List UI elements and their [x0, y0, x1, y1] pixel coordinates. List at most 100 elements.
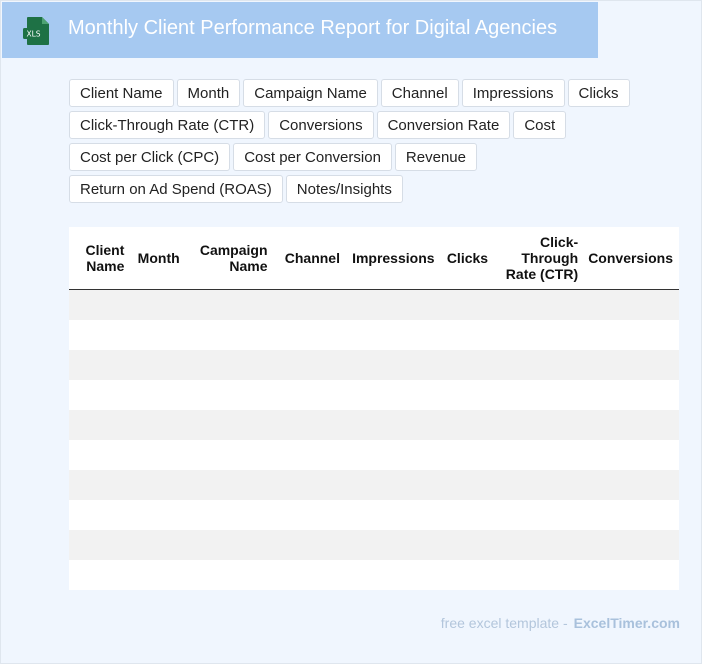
table-cell[interactable] [345, 469, 441, 500]
table-cell[interactable] [185, 469, 274, 500]
table-cell[interactable] [345, 529, 441, 560]
table-cell[interactable] [185, 319, 274, 350]
column-header[interactable]: Conversions [584, 227, 679, 290]
table-cell[interactable] [185, 529, 274, 560]
column-chip[interactable]: Campaign Name [243, 79, 378, 107]
table-cell[interactable] [273, 469, 346, 500]
table-cell[interactable] [185, 409, 274, 440]
table-cell[interactable] [185, 289, 274, 320]
table-cell[interactable] [345, 319, 441, 350]
table-cell[interactable] [185, 439, 274, 470]
table-cell[interactable] [440, 289, 495, 320]
table-cell[interactable] [440, 349, 495, 380]
table-cell[interactable] [185, 499, 274, 530]
table-cell[interactable] [440, 469, 495, 500]
table-cell[interactable] [494, 499, 585, 530]
column-header[interactable]: Clicks [440, 227, 495, 290]
column-chip[interactable]: Cost per Conversion [233, 143, 392, 171]
column-chip[interactable]: Cost [513, 111, 567, 139]
table-cell[interactable] [130, 529, 186, 560]
table-cell[interactable] [494, 529, 585, 560]
footer-brand-link[interactable]: ExcelTimer.com [573, 615, 680, 631]
column-chip[interactable]: Month [176, 79, 241, 107]
table-cell[interactable] [345, 409, 441, 440]
table-cell[interactable] [130, 439, 186, 470]
column-chip[interactable]: Conversion Rate [376, 111, 511, 139]
table-cell[interactable] [273, 319, 346, 350]
table-cell[interactable] [130, 499, 186, 530]
table-cell[interactable] [494, 319, 585, 350]
table-cell[interactable] [273, 379, 346, 410]
table-cell[interactable] [440, 499, 495, 530]
table-cell[interactable] [273, 529, 346, 560]
column-chip[interactable]: Notes/Insights [285, 175, 403, 203]
column-header[interactable]: Campaign Name [185, 227, 274, 290]
table-cell[interactable] [273, 289, 346, 320]
table-cell[interactable] [440, 409, 495, 440]
column-chip[interactable]: Conversions [268, 111, 374, 139]
column-header[interactable]: Channel [273, 227, 346, 290]
table-cell[interactable] [584, 319, 679, 350]
table-cell[interactable] [584, 499, 679, 530]
column-header[interactable]: Month [130, 227, 186, 290]
table-cell[interactable] [345, 289, 441, 320]
table-cell[interactable] [584, 469, 679, 500]
table-cell[interactable] [345, 439, 441, 470]
table-cell[interactable] [69, 379, 131, 410]
table-cell[interactable] [130, 349, 186, 380]
table-cell[interactable] [440, 319, 495, 350]
table-cell[interactable] [494, 469, 585, 500]
table-cell[interactable] [69, 529, 131, 560]
table-cell[interactable] [69, 499, 131, 530]
column-header[interactable]: Impressions [345, 227, 441, 290]
table-cell[interactable] [273, 409, 346, 440]
table-cell[interactable] [69, 349, 131, 380]
column-chip[interactable]: Cost per Click (CPC) [69, 143, 231, 171]
table-cell[interactable] [69, 559, 131, 590]
table-cell[interactable] [130, 379, 186, 410]
table-cell[interactable] [494, 559, 585, 590]
table-cell[interactable] [440, 379, 495, 410]
table-cell[interactable] [440, 529, 495, 560]
table-cell[interactable] [273, 559, 346, 590]
data-table-container[interactable]: Client Name Month Campaign Name Channel Impr… [69, 227, 679, 590]
table-cell[interactable] [130, 469, 186, 500]
table-cell[interactable] [584, 559, 679, 590]
table-cell[interactable] [69, 409, 131, 440]
table-cell[interactable] [494, 349, 585, 380]
column-chip[interactable]: Revenue [394, 143, 477, 171]
table-cell[interactable] [273, 349, 346, 380]
column-chip[interactable]: Client Name [69, 79, 174, 107]
table-cell[interactable] [69, 319, 131, 350]
column-header[interactable]: Click-Through Rate (CTR) [494, 227, 585, 290]
table-cell[interactable] [494, 409, 585, 440]
column-header[interactable]: Client Name [69, 227, 131, 290]
table-cell[interactable] [185, 559, 274, 590]
table-cell[interactable] [69, 289, 131, 320]
table-cell[interactable] [584, 349, 679, 380]
column-chip[interactable]: Impressions [461, 79, 565, 107]
table-cell[interactable] [130, 289, 186, 320]
table-cell[interactable] [69, 469, 131, 500]
table-cell[interactable] [185, 379, 274, 410]
table-cell[interactable] [345, 379, 441, 410]
table-cell[interactable] [130, 559, 186, 590]
table-cell[interactable] [345, 499, 441, 530]
table-cell[interactable] [185, 349, 274, 380]
table-cell[interactable] [440, 439, 495, 470]
table-cell[interactable] [584, 529, 679, 560]
table-cell[interactable] [273, 439, 346, 470]
table-cell[interactable] [130, 409, 186, 440]
table-cell[interactable] [345, 349, 441, 380]
table-cell[interactable] [584, 409, 679, 440]
column-chip[interactable]: Return on Ad Spend (ROAS) [69, 175, 283, 203]
column-chip[interactable]: Click-Through Rate (CTR) [69, 111, 266, 139]
table-cell[interactable] [130, 319, 186, 350]
column-chip[interactable]: Channel [380, 79, 459, 107]
table-cell[interactable] [494, 439, 585, 470]
table-cell[interactable] [494, 289, 585, 320]
table-cell[interactable] [494, 379, 585, 410]
table-cell[interactable] [584, 379, 679, 410]
table-cell[interactable] [440, 559, 495, 590]
table-cell[interactable] [584, 439, 679, 470]
